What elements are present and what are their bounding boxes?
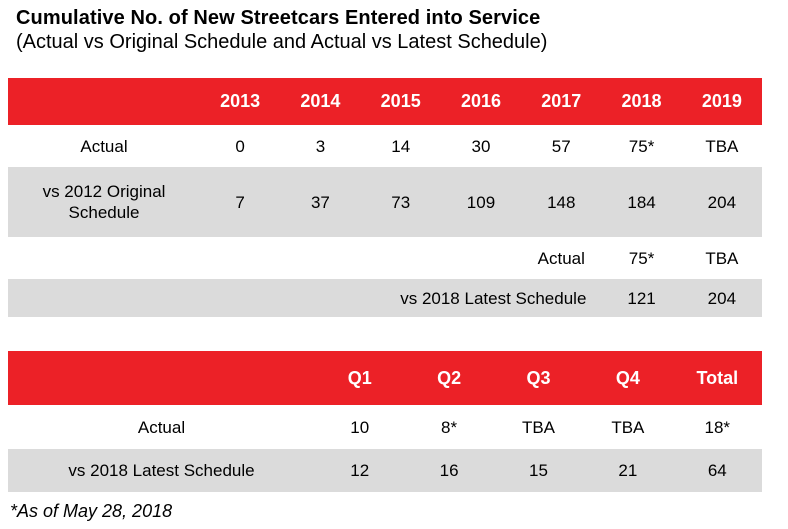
table-cell: TBA <box>611 417 645 437</box>
table-cell: 73 <box>360 167 441 237</box>
table-cell: 75* <box>628 248 655 268</box>
row-label: Actual <box>137 417 186 437</box>
table-cell: 148 <box>521 167 602 237</box>
table-cell: 57 <box>551 136 571 156</box>
table-cell: 12 <box>315 449 405 492</box>
page-title: Cumulative No. of New Streetcars Entered… <box>16 7 541 29</box>
quarterly-header-corner <box>8 351 315 405</box>
column-header: Q2 <box>404 351 494 405</box>
quarterly-row-vs-2018-latest: vs 2018 Latest Schedule 12 16 15 21 64 <box>8 449 762 492</box>
table-cell: TBA <box>705 248 739 268</box>
table-cell <box>280 237 360 279</box>
table-cell <box>441 237 521 279</box>
table-cell <box>200 237 280 279</box>
column-header: Q1 <box>315 351 405 405</box>
column-header: 2014 <box>280 78 361 125</box>
annual-table: 2013 2014 2015 2016 2017 2018 2019 Actua… <box>8 78 762 317</box>
column-header: 2018 <box>601 78 682 125</box>
table-cell: 37 <box>280 167 361 237</box>
table-cell: 30 <box>471 136 491 156</box>
column-header: 2017 <box>521 78 602 125</box>
row-label: Actual <box>80 136 128 156</box>
table-cell: 121 <box>601 279 682 317</box>
table-cell: 0 <box>235 136 245 156</box>
table-cell: 16 <box>404 449 494 492</box>
column-header: 2016 <box>440 78 522 125</box>
table-cell <box>8 237 200 279</box>
table-cell: 184 <box>601 167 682 237</box>
annual-row-actual-latest: Actual 75* TBA <box>8 237 762 279</box>
table-cell: 14 <box>391 136 411 156</box>
table-cell: 10 <box>350 417 370 437</box>
annual-row-vs-2012-original: vs 2012 Original Schedule 7 37 73 109 14… <box>8 167 762 237</box>
column-header: 2013 <box>200 78 281 125</box>
column-header: Total <box>672 351 762 405</box>
table-cell: 18* <box>704 417 731 437</box>
table-cell: 204 <box>681 167 762 237</box>
column-header: 2019 <box>681 78 762 125</box>
quarterly-row-actual: Actual 10 8* TBA TBA 18* <box>8 405 762 449</box>
column-header: Q3 <box>493 351 584 405</box>
annual-header-row: 2013 2014 2015 2016 2017 2018 2019 <box>8 78 762 125</box>
table-cell: TBA <box>705 136 739 156</box>
annual-row-vs-2018-latest: vs 2018 Latest Schedule 121 204 <box>8 279 762 317</box>
row-label: vs 2018 Latest Schedule <box>8 279 602 317</box>
row-label: vs 2018 Latest Schedule <box>8 449 315 492</box>
table-cell: 15 <box>493 449 584 492</box>
quarterly-table: Q1 Q2 Q3 Q4 Total Actual 10 8* TBA TBA 1… <box>8 351 762 492</box>
annual-row-actual: Actual 0 3 14 30 57 75* TBA <box>8 125 762 167</box>
quarterly-header-row: Q1 Q2 Q3 Q4 Total <box>8 351 762 405</box>
table-cell: 64 <box>672 449 762 492</box>
table-cell: 8* <box>441 417 458 437</box>
table-cell <box>361 237 441 279</box>
page-subtitle: (Actual vs Original Schedule and Actual … <box>16 31 548 53</box>
table-cell: TBA <box>521 417 555 437</box>
column-header: 2015 <box>360 78 441 125</box>
table-cell: 75* <box>628 136 655 156</box>
annual-header-corner <box>8 78 200 125</box>
column-header: Q4 <box>583 351 673 405</box>
table-cell: 204 <box>681 279 762 317</box>
row-label: vs 2012 Original Schedule <box>8 167 200 237</box>
footnote: *As of May 28, 2018 <box>10 501 173 521</box>
table-cell: 7 <box>200 167 281 237</box>
table-cell: 109 <box>440 167 522 237</box>
table-cell: 21 <box>583 449 673 492</box>
row-label: Actual <box>537 248 585 268</box>
table-cell: 3 <box>315 136 326 156</box>
